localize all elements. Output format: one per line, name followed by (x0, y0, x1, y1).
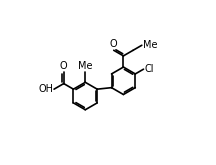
Text: O: O (109, 39, 117, 49)
Text: Me: Me (143, 40, 157, 50)
Text: Cl: Cl (145, 64, 154, 74)
Text: OH: OH (38, 84, 53, 94)
Text: O: O (60, 61, 68, 71)
Text: Me: Me (78, 61, 92, 71)
